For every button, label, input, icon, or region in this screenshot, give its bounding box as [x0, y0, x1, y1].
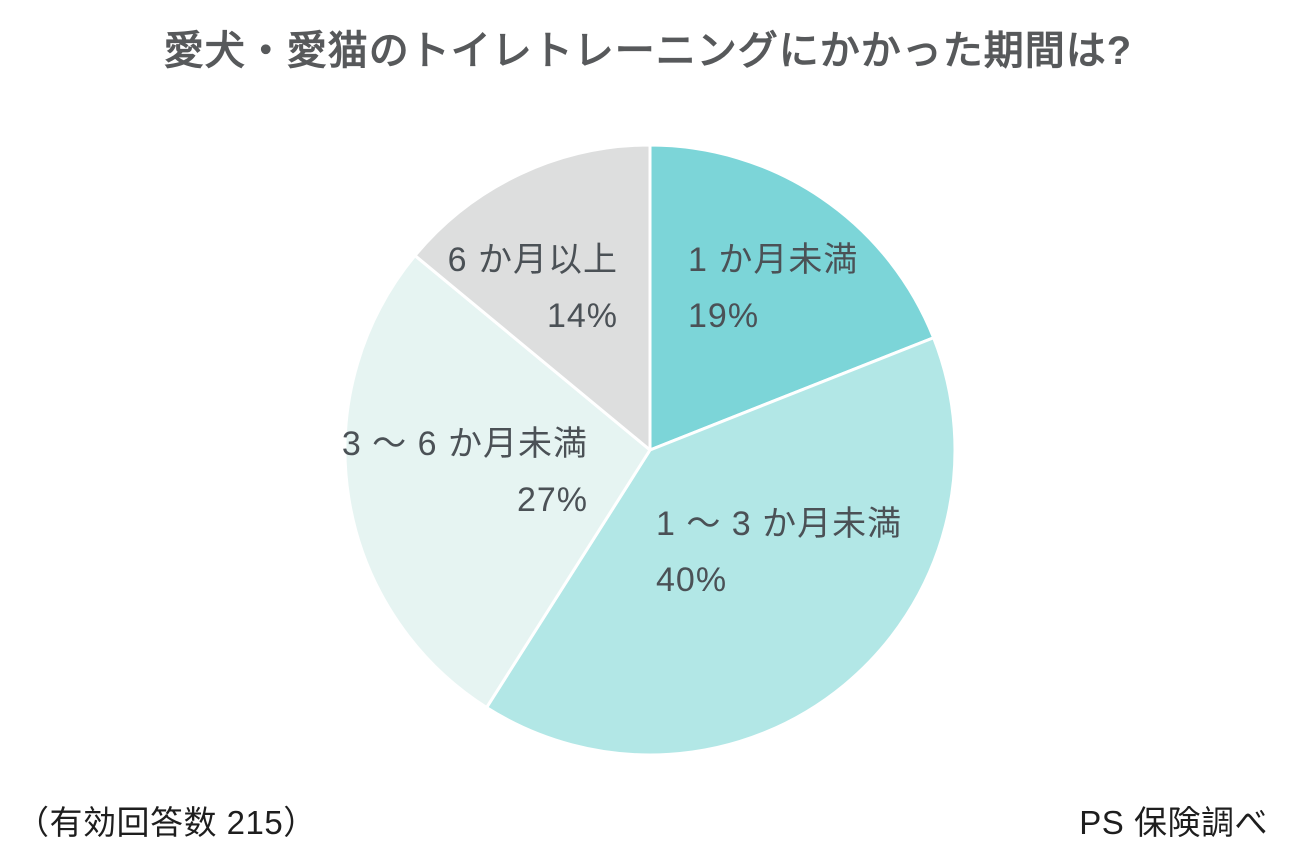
slice-percent-label: 14% [546, 297, 618, 335]
slice-label-3-to-6-months: 3 ～ 6 か月未満 27% [342, 416, 588, 528]
pie-slice-2 [343, 254, 652, 710]
slice-category-label: 3 ～ 6 か月未満 [341, 425, 588, 463]
sample-size-note: （有効回答数 215） [16, 804, 317, 841]
chart-title: 愛犬・愛猫のトイレトレーニングにかかった期間は? [163, 29, 1133, 73]
slice-category-label: 6 か月以上 [447, 241, 618, 279]
slice-category-label: 1 ～ 3 か月未満 [656, 505, 903, 543]
slice-label-1-to-3-months: 1 ～ 3 か月未満 40% [656, 496, 902, 608]
pie-slice-3 [413, 143, 652, 452]
slice-percent-label: 27% [516, 481, 588, 519]
slice-percent-label: 40% [656, 561, 728, 599]
slice-label-under-1-month: 1 か月未満 19% [688, 232, 858, 344]
slice-category-label: 1 か月未満 [688, 241, 859, 279]
pie-slice-1 [485, 336, 957, 757]
slice-label-over-6-months: 6 か月以上 14% [448, 232, 618, 344]
pie-slice-0 [648, 143, 936, 452]
slice-percent-label: 19% [688, 297, 760, 335]
source-note: PS 保険調べ [1079, 804, 1268, 841]
